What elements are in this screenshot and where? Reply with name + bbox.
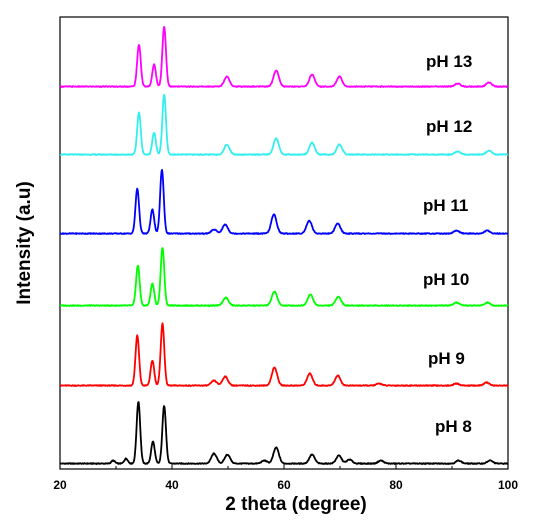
series-line-ph-11 <box>59 168 509 235</box>
x-axis-ticks: 20 40 60 80 100 <box>53 464 518 492</box>
x-tick-label-100: 100 <box>498 478 518 492</box>
x-tick-label-20: 20 <box>53 478 67 492</box>
series-line-ph-12 <box>59 94 509 156</box>
series-line-ph-9 <box>59 322 509 387</box>
series-label-ph-12: pH 12 <box>426 117 472 136</box>
y-axis-title: Intensity (a.u) <box>14 181 35 305</box>
series-label-ph-11: pH 11 <box>423 196 468 215</box>
x-tick-label-60: 60 <box>277 478 291 492</box>
series-label-ph-8: pH 8 <box>435 417 472 436</box>
series-line-ph-10 <box>59 247 509 307</box>
x-axis-title: 2 theta (degree) <box>225 494 366 515</box>
series-label-ph-10: pH 10 <box>423 270 469 289</box>
plot-frame <box>59 16 509 470</box>
series-label-ph-13: pH 13 <box>426 52 472 71</box>
series-layer <box>59 25 509 465</box>
x-tick-label-40: 40 <box>165 478 179 492</box>
series-line-ph-8 <box>59 401 509 465</box>
x-tick-label-80: 80 <box>389 478 403 492</box>
series-labels: pH 8 pH 9 pH 10 pH 11 pH 12 pH 13 <box>423 52 472 436</box>
series-line-ph-13 <box>59 25 509 88</box>
series-label-ph-9: pH 9 <box>428 349 465 368</box>
